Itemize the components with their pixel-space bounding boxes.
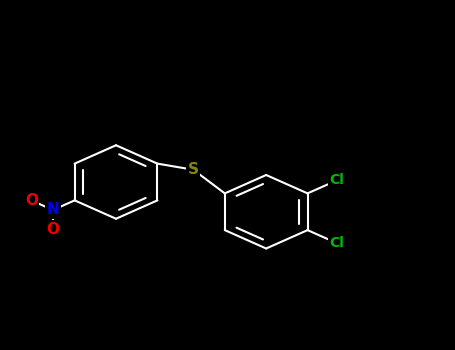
Text: O: O	[46, 222, 60, 237]
Text: N: N	[46, 203, 59, 217]
Text: Cl: Cl	[330, 173, 344, 187]
Text: S: S	[188, 162, 199, 177]
Text: O: O	[25, 193, 38, 208]
Text: Cl: Cl	[330, 236, 344, 250]
